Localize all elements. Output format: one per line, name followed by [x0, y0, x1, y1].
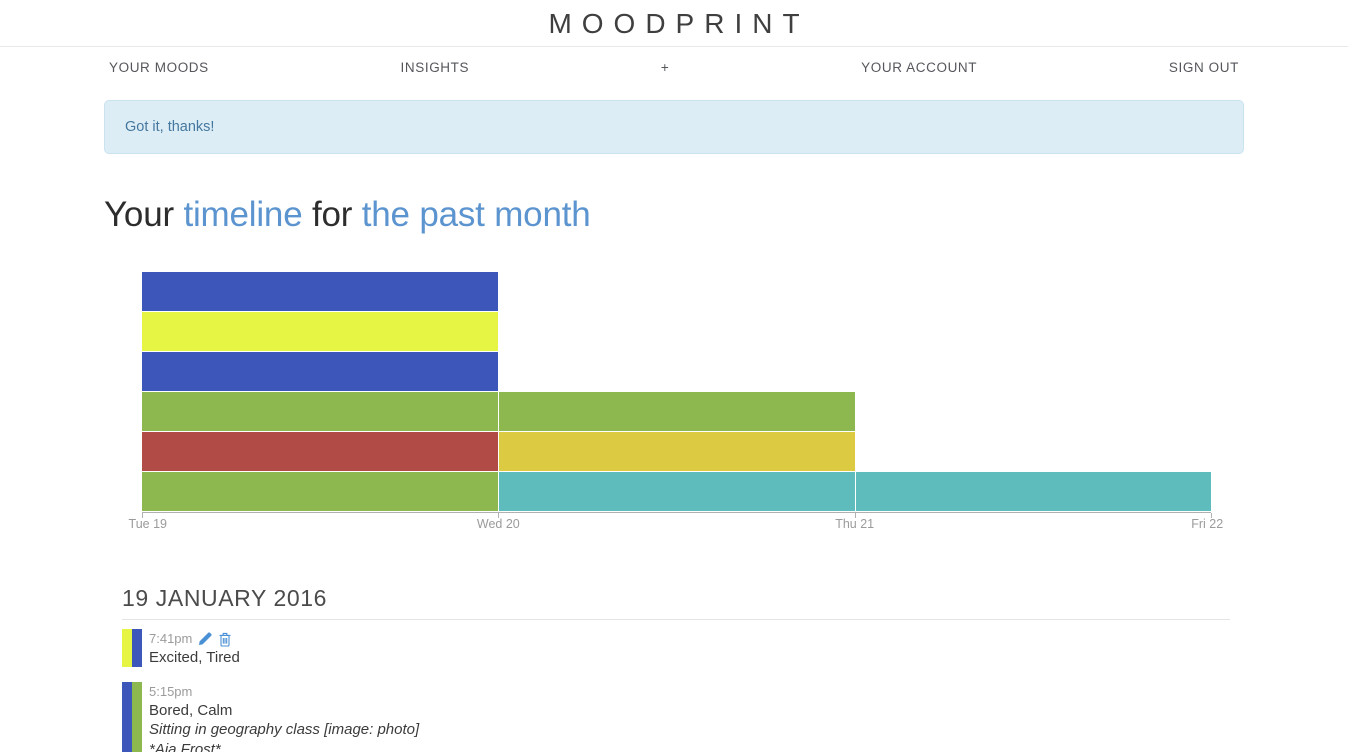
chart-bar-segment[interactable]: [498, 432, 855, 471]
info-alert: Got it, thanks!: [104, 100, 1244, 154]
mood-color-bar: [132, 682, 142, 752]
timeline-chart: Tue 19 Wed 20 Thu 21 Fri 22: [129, 272, 1224, 535]
mood-entry: 7:41pm Excited, Tired: [122, 629, 1230, 667]
chart-x-axis: [142, 512, 1212, 518]
nav-insights[interactable]: INSIGHTS: [400, 60, 470, 75]
tick-label: Wed 20: [476, 517, 520, 531]
entry-time: 5:15pm: [149, 684, 193, 699]
nav-sign-out[interactable]: SIGN OUT: [1168, 60, 1239, 75]
edit-icon[interactable]: [198, 632, 212, 646]
chart-row: [142, 312, 1211, 352]
title-link-timeline[interactable]: timeline: [183, 195, 303, 234]
mood-color-bar: [122, 682, 132, 752]
chart-row: [142, 352, 1211, 392]
chart-plot-area: [142, 272, 1211, 512]
title-text: for: [302, 195, 362, 234]
title-text: Your: [104, 195, 184, 234]
tick-mark: [498, 513, 500, 518]
chart-bar-segment[interactable]: [142, 312, 499, 351]
entry-signature: *Aja Frost*: [149, 741, 221, 752]
title-link-range[interactable]: the past month: [361, 195, 591, 234]
mood-entry: 5:15pm Bored, Calm Sitting in geography …: [122, 682, 1230, 752]
entry-moods: Excited, Tired: [149, 649, 240, 666]
tick-label: Tue 19: [128, 517, 167, 531]
chart-bar-segment[interactable]: [142, 352, 499, 391]
mood-color-bar: [122, 629, 132, 667]
tick-label: Thu 21: [835, 517, 875, 531]
mood-color-strip: [122, 682, 142, 752]
chart-bar-segment[interactable]: [142, 272, 499, 311]
mood-color-strip: [122, 629, 142, 667]
entry-note: Sitting in geography class [image: photo…: [149, 721, 420, 738]
tick-mark: [854, 513, 856, 518]
page-title: Your timeline for the past month: [104, 194, 1348, 236]
nav-your-moods[interactable]: YOUR MOODS: [109, 60, 209, 75]
entry-time: 7:41pm: [149, 631, 193, 646]
day-section: 19 JANUARY 2016 7:41pm: [122, 585, 1230, 752]
day-heading: 19 JANUARY 2016: [122, 585, 1230, 620]
tick-mark: [1211, 513, 1212, 518]
site-header: MOODPRINT: [0, 0, 1348, 47]
chart-row: [142, 272, 1211, 312]
tick-mark: [142, 513, 143, 518]
chart-row: [142, 472, 1211, 512]
nav-add-mood[interactable]: +: [660, 60, 670, 75]
entry-moods: Bored, Calm: [149, 702, 233, 719]
chart-row: [142, 392, 1211, 432]
logo: MOODPRINT: [548, 8, 810, 39]
alert-message: Got it, thanks!: [125, 119, 215, 135]
chart-tick-labels: Tue 19 Wed 20 Thu 21 Fri 22: [129, 517, 1224, 535]
chart-row: [142, 432, 1211, 472]
tick-label: Fri 22: [1191, 517, 1224, 531]
day-divider: [498, 272, 500, 512]
day-divider: [854, 272, 856, 512]
mood-color-bar: [132, 629, 142, 667]
chart-bar-segment[interactable]: [142, 432, 499, 471]
trash-icon[interactable]: [218, 632, 232, 647]
chart-bar-segment[interactable]: [142, 472, 499, 511]
main-nav: YOUR MOODS INSIGHTS + YOUR ACCOUNT SIGN …: [104, 47, 1244, 88]
nav-your-account[interactable]: YOUR ACCOUNT: [861, 60, 978, 75]
